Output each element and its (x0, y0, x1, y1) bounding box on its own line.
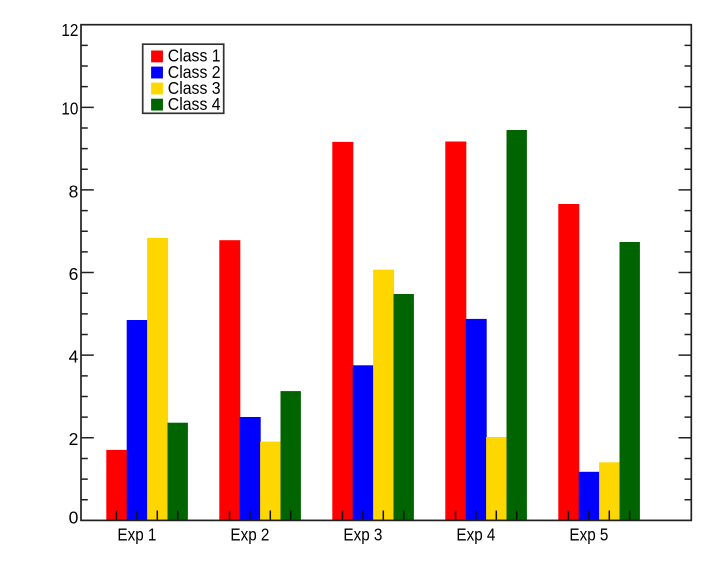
svg-text:Class 4: Class 4 (168, 94, 221, 114)
svg-text:4: 4 (69, 347, 79, 367)
svg-text:10: 10 (61, 99, 78, 119)
svg-text:2: 2 (69, 429, 79, 449)
svg-text:Exp 3: Exp 3 (343, 525, 382, 545)
svg-text:8: 8 (69, 181, 79, 201)
svg-text:Exp 4: Exp 4 (456, 525, 495, 545)
svg-text:6: 6 (69, 264, 79, 284)
svg-text:Exp 2: Exp 2 (230, 525, 269, 545)
svg-text:12: 12 (61, 20, 78, 40)
svg-text:Class 3: Class 3 (168, 78, 221, 98)
svg-text:0: 0 (69, 507, 79, 527)
svg-text:Exp 5: Exp 5 (569, 525, 608, 545)
svg-text:Exp 1: Exp 1 (117, 525, 156, 545)
svg-text:Class 2: Class 2 (168, 62, 221, 82)
svg-text:Class 1: Class 1 (168, 46, 221, 66)
